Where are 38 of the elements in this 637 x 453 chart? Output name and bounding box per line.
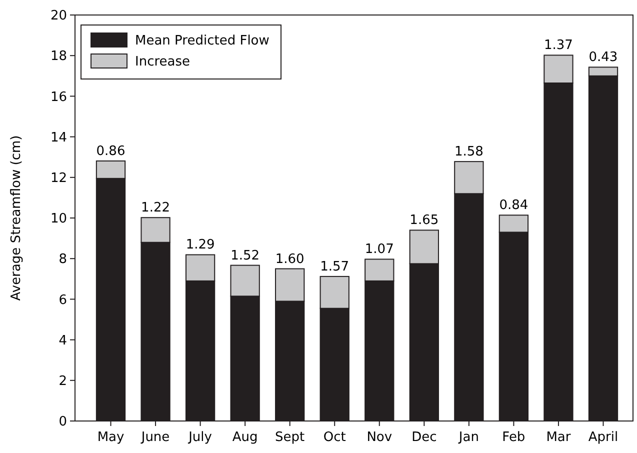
data-label: 1.07 [364,242,394,258]
y-tick-label: 4 [58,333,67,348]
x-tick-label: June [140,430,170,445]
data-label: 0.84 [499,198,528,214]
data-label: 0.86 [96,144,126,159]
data-label: 1.58 [454,144,484,160]
y-tick-label: 10 [50,212,67,227]
data-label: 1.22 [141,200,170,216]
data-label: 1.65 [410,213,439,228]
y-tick-label: 16 [50,90,67,105]
x-tick-label: Mar [546,430,572,445]
y-tick-label: 6 [58,292,67,308]
legend-label: Mean Predicted Flow [135,34,270,49]
y-tick-label: 2 [58,374,67,389]
y-tick-label: 18 [50,49,67,64]
y-axis-title: Average Streamflow (cm) [9,135,24,301]
x-tick-label: Aug [232,430,258,445]
y-tick-label: 14 [50,130,67,146]
y-tick-label: 0 [58,414,67,430]
legend-label: Increase [135,54,190,70]
x-tick-label: Oct [323,430,346,445]
y-tick-label: 12 [50,170,67,186]
data-label: 1.37 [544,38,573,54]
x-tick-label: May [97,430,124,445]
x-tick-label: Nov [366,430,392,445]
data-label: 1.52 [230,248,260,264]
data-label: 1.57 [320,259,350,274]
x-tick-label: Sept [275,430,305,445]
x-tick-label: Dec [412,430,437,445]
data-label: 1.29 [186,238,215,253]
data-label: 1.60 [275,252,304,267]
x-tick-label: April [588,430,618,445]
y-tick-label: 20 [50,8,67,24]
data-label: 0.43 [588,50,618,66]
x-tick-label: Feb [502,430,526,445]
x-tick-label: Jan [458,430,479,445]
y-tick-label: 8 [58,252,67,268]
x-tick-label: July [188,430,212,445]
